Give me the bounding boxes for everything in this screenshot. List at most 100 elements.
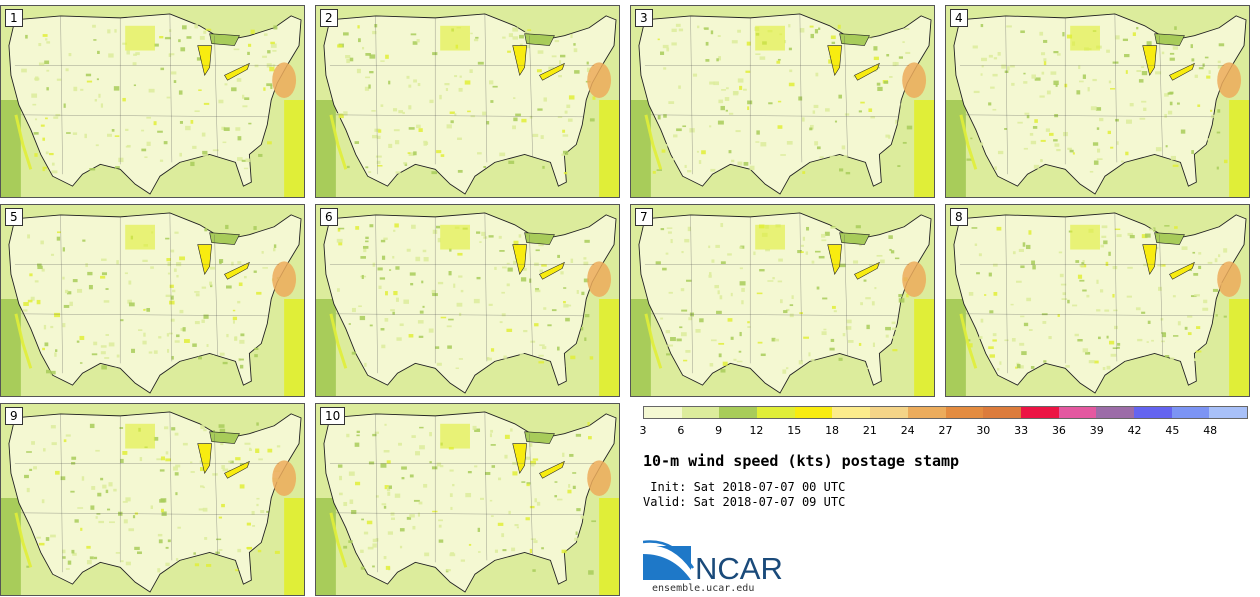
wind-speed-patch [438, 519, 443, 522]
wind-speed-patch [1206, 366, 1211, 369]
wind-speed-patch [511, 547, 516, 552]
wind-speed-patch [338, 227, 345, 230]
wind-speed-patch [231, 87, 237, 92]
wind-speed-patch [871, 301, 875, 306]
atlantic-wind-band [1229, 100, 1249, 197]
state-borders [959, 13, 1225, 175]
wind-speed-patch [100, 275, 106, 279]
wind-speed-patch [445, 88, 449, 92]
wind-speed-patch-offshore [272, 261, 297, 298]
wind-speed-patch [1115, 118, 1119, 122]
wind-speed-patch [419, 310, 424, 314]
wind-speed-patch [190, 120, 194, 124]
wind-speed-patch [55, 349, 58, 352]
wind-speed-patch [698, 160, 702, 164]
wind-speed-patch-offshore [587, 460, 612, 497]
wind-speed-patch [337, 333, 340, 336]
wind-speed-patch [771, 337, 776, 342]
wind-speed-patch [219, 352, 225, 356]
coastal-jet [329, 512, 348, 568]
wind-speed-patch [381, 255, 386, 260]
wind-speed-patch [122, 501, 128, 503]
wind-speed-patch [222, 468, 229, 472]
wind-speed-patch [143, 332, 146, 337]
wind-speed-patch [830, 226, 836, 229]
wind-speed-patch [1117, 342, 1121, 346]
member-label: 6 [320, 208, 338, 226]
wind-speed-patch [444, 82, 450, 86]
wind-speed-patch [1218, 43, 1225, 47]
wind-speed-patch [212, 473, 218, 476]
atlantic-wind-band [1229, 299, 1249, 396]
wind-speed-patch [44, 60, 50, 65]
wind-speed-patch [1198, 265, 1202, 270]
wind-speed-patch [559, 54, 566, 58]
wind-speed-patch [1129, 234, 1135, 239]
wind-speed-patch [683, 359, 688, 362]
wind-speed-patch [1136, 70, 1142, 73]
wind-speed-patch [408, 84, 412, 88]
wind-speed-patch [888, 235, 893, 239]
wind-speed-patch [512, 27, 519, 32]
wind-speed-patch [167, 272, 171, 275]
wind-speed-patch [576, 290, 579, 294]
wind-speed-patch [671, 42, 677, 46]
wind-speed-patch [1066, 34, 1073, 39]
wind-speed-patch [710, 30, 714, 35]
wind-speed-patch [717, 290, 720, 295]
wind-speed-patch [737, 29, 741, 33]
wind-speed-patch [36, 536, 41, 539]
wind-speed-patch [529, 278, 532, 283]
wind-speed-patch [1089, 170, 1094, 173]
wind-speed-patch [1067, 147, 1072, 150]
wind-speed-patch [359, 315, 366, 321]
wind-speed-patch [375, 495, 379, 498]
wind-speed-patch [464, 80, 471, 85]
wind-speed-patch [670, 239, 673, 244]
wind-speed-patch [854, 229, 860, 234]
wind-speed-patch [89, 556, 94, 560]
wind-speed-patch [134, 546, 140, 550]
wind-speed-patch [988, 102, 992, 106]
colorbar-tick: 18 [825, 424, 840, 437]
wind-speed-patch [412, 525, 416, 530]
wind-speed-patch [348, 471, 355, 476]
wind-speed-patch [1017, 364, 1021, 369]
wind-speed-patch-offshore [902, 62, 927, 99]
wind-speed-patch [1223, 248, 1228, 253]
wind-speed-patch [714, 284, 720, 289]
wind-speed-patch [1019, 342, 1025, 346]
wind-speed-patch [401, 477, 405, 480]
wind-speed-patch [272, 64, 276, 67]
wind-speed-patch [422, 249, 427, 253]
wind-speed-patch [421, 280, 424, 284]
wind-speed-patch [131, 348, 136, 353]
wind-speed-patch [513, 97, 516, 100]
wind-speed-patch [563, 300, 566, 304]
wind-speed-patch [1206, 75, 1211, 79]
conus-landmass [638, 13, 932, 195]
wind-speed-patch [720, 369, 726, 373]
wind-speed-patch [492, 85, 498, 88]
wind-speed-patch [778, 258, 783, 262]
wind-speed-patch [724, 97, 730, 102]
wind-speed-patch [718, 56, 722, 61]
wind-speed-patch [1125, 361, 1128, 365]
wind-speed-patch [392, 255, 395, 259]
colorbar-tick: 3 [639, 424, 647, 437]
wind-speed-patch-offshore [902, 261, 927, 298]
wind-speed-patch [572, 472, 577, 474]
wind-speed-patch [457, 252, 463, 256]
wind-speed-patch [447, 345, 452, 349]
wind-speed-patch [811, 358, 815, 362]
conus-landmass [8, 411, 302, 593]
lake-superior [209, 33, 240, 46]
atlantic-wind-band [599, 498, 619, 595]
wind-speed-patch [670, 158, 675, 161]
wind-speed-patch [202, 153, 208, 157]
wind-speed-patch [504, 434, 510, 439]
colorbar-tick: 21 [862, 424, 877, 437]
wind-speed-patch [570, 258, 574, 263]
wind-speed-patch [43, 448, 46, 452]
wind-speed-patch [784, 40, 787, 44]
